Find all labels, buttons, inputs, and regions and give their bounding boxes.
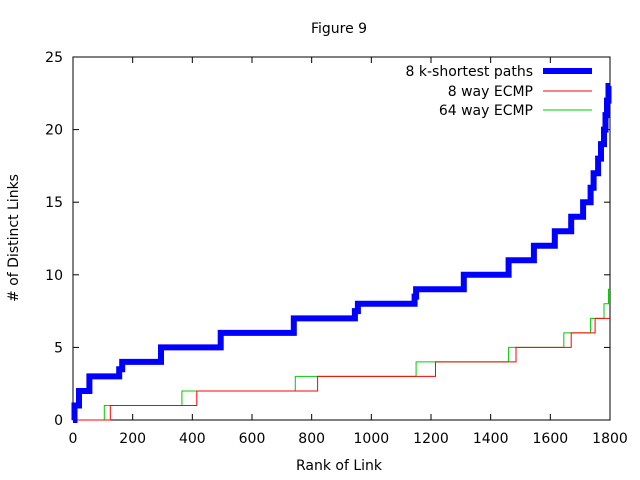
series-line-3	[73, 288, 610, 421]
y-tick-label: 10	[45, 268, 63, 284]
x-tick-label: 200	[119, 431, 146, 447]
legend-label-1: 8 k-shortest paths	[406, 64, 533, 80]
y-tick-label: 20	[45, 123, 63, 139]
series-line-1	[71, 83, 612, 423]
x-tick-label: 1200	[413, 431, 449, 447]
x-tick-label: 600	[239, 431, 266, 447]
y-tick-label: 25	[45, 50, 63, 66]
legend: 8 k-shortest paths 8 way ECMP 64 way ECMP	[406, 64, 592, 119]
y-axis-label: # of Distinct Links	[6, 174, 22, 302]
x-tick-label: 400	[179, 431, 206, 447]
axis-ticks: 0 200 400 600 800 1000 1200 1400 1600 1800 0 5 10 15 2…	[45, 50, 628, 447]
y-tick-label: 0	[54, 413, 63, 429]
x-tick-label: 1000	[354, 431, 390, 447]
x-tick-label: 800	[298, 431, 325, 447]
x-tick-label: 1600	[533, 431, 569, 447]
x-tick-label: 1400	[473, 431, 509, 447]
x-tick-label: 1800	[592, 431, 628, 447]
legend-label-2: 8 way ECMP	[448, 84, 533, 100]
chart-title: Figure 9	[311, 21, 367, 37]
y-tick-label: 5	[54, 340, 63, 356]
x-axis-label: Rank of Link	[296, 458, 383, 474]
series-line-2	[73, 317, 610, 421]
legend-label-3: 64 way ECMP	[439, 103, 533, 119]
x-tick-label: 0	[69, 431, 78, 447]
plot-frame	[72, 56, 611, 421]
y-tick-label: 15	[45, 195, 63, 211]
series-layer	[71, 83, 612, 423]
